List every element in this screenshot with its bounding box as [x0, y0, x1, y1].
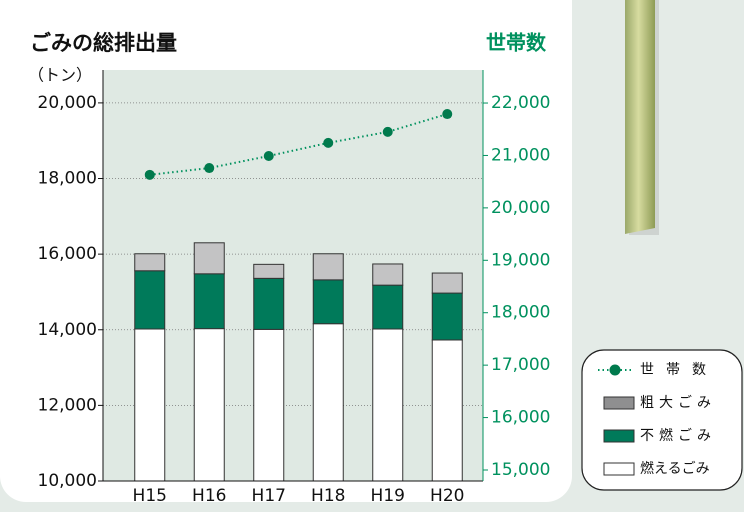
y2-tick-label: 15,000 — [491, 460, 550, 480]
bamboo — [625, 0, 655, 234]
legend-label: 粗大ごみ — [640, 395, 716, 411]
y2-tick-label: 20,000 — [491, 198, 550, 218]
bar-segment — [373, 285, 403, 329]
line-point — [204, 163, 214, 173]
bar-segment — [313, 280, 343, 324]
y-axis-label: （トン） — [28, 66, 92, 85]
bar-segment — [135, 271, 165, 329]
bar-segment — [194, 243, 224, 274]
legend-marker — [610, 365, 621, 376]
y2-tick-label: 22,000 — [491, 93, 550, 113]
y-tick-label: 20,000 — [38, 93, 97, 113]
page: ごみの総排出量 （トン） 世帯数 10,000 12,000 14,000 16,00… — [0, 0, 744, 508]
y2-tick-label: 17,000 — [491, 355, 550, 375]
legend-label: 世帯数 — [640, 362, 718, 378]
x-tick-label: H18 — [311, 486, 345, 506]
y2-tick-label: 16,000 — [491, 408, 550, 428]
y2-tick-label: 21,000 — [491, 145, 550, 165]
x-tick-label: H19 — [371, 486, 405, 506]
y-tick-label: 14,000 — [38, 320, 97, 340]
bar-segment — [313, 254, 343, 280]
bar-segment — [254, 278, 284, 329]
x-tick-label: H15 — [133, 486, 167, 506]
x-tick-label: H16 — [192, 486, 226, 506]
legend-swatch — [604, 463, 634, 475]
line-point — [145, 170, 155, 180]
bar-segment — [373, 264, 403, 285]
line-point — [383, 127, 393, 137]
bar-segment — [254, 264, 284, 278]
y-tick-label: 12,000 — [38, 395, 97, 415]
line-point — [442, 109, 452, 119]
line-point — [264, 151, 274, 161]
legend-label: 不燃ごみ — [640, 427, 716, 444]
y-tick-label: 10,000 — [38, 471, 97, 491]
chart: ごみの総排出量 （トン） 世帯数 10,000 12,000 14,000 16,00… — [0, 0, 744, 508]
legend-swatch — [604, 430, 634, 442]
bar-segment — [432, 293, 462, 340]
bar-segment — [194, 329, 224, 481]
bar-segment — [432, 273, 462, 293]
bar-segment — [254, 329, 284, 481]
bar-segment — [313, 324, 343, 481]
y2-tick-label: 19,000 — [491, 250, 550, 270]
y-tick-label: 16,000 — [38, 244, 97, 264]
bar-segment — [135, 329, 165, 481]
bar-segment — [373, 329, 403, 481]
bar-segment — [432, 340, 462, 481]
y2-axis-label: 世帯数 — [486, 31, 547, 55]
y-tick-label: 18,000 — [38, 169, 97, 189]
bar-segment — [135, 254, 165, 271]
bar-segment — [194, 274, 224, 329]
x-tick-label: H20 — [430, 486, 464, 506]
legend-label: 燃えるごみ — [640, 460, 710, 477]
legend-swatch — [604, 397, 634, 409]
y2-tick-label: 18,000 — [491, 303, 550, 323]
line-point — [323, 138, 333, 148]
x-tick-label: H17 — [252, 486, 286, 506]
chart-title: ごみの総排出量 — [30, 31, 177, 55]
